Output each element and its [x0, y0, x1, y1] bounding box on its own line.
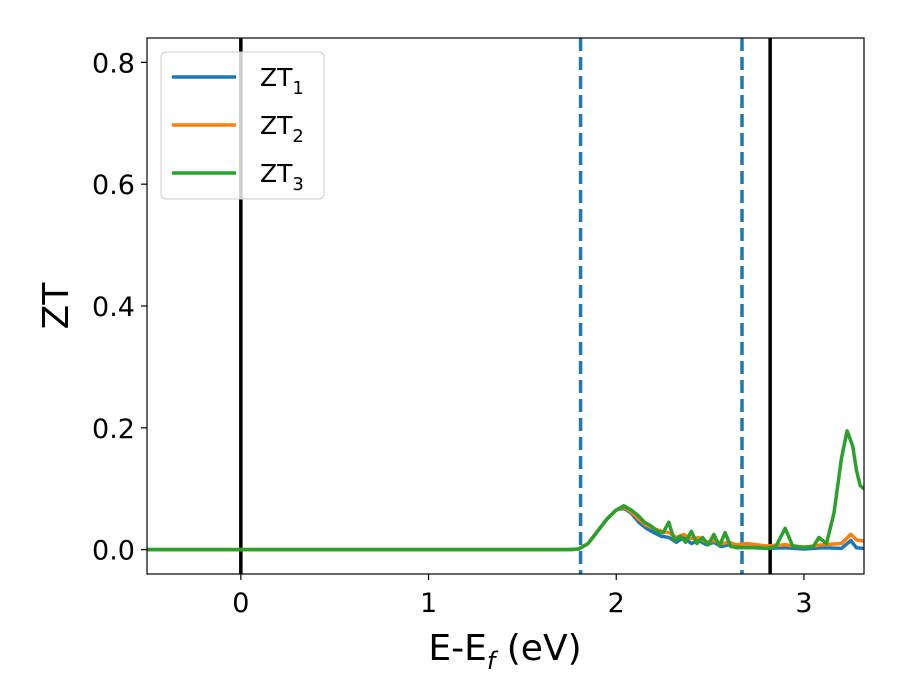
x-tick-label: 0 [232, 588, 249, 619]
series-line-zt3 [147, 429, 864, 552]
legend: ZT1 ZT2 ZT3 [160, 51, 325, 200]
x-axis-label-unit: (eV) [495, 628, 581, 669]
legend-label: ZT3 [260, 159, 304, 195]
y-tick-label: 0.8 [92, 48, 135, 79]
y-axis-label: ZT [36, 282, 77, 330]
legend-box [160, 51, 325, 200]
y-axis-ticks: 0.0 0.2 0.4 0.6 0.8 [92, 48, 147, 567]
y-tick-label: 0.0 [92, 536, 135, 567]
x-axis-label-main: E-E [428, 628, 486, 669]
x-axis-label: E-Ef (eV) [428, 628, 581, 675]
x-tick-label: 2 [608, 588, 625, 619]
y-tick-label: 0.6 [92, 170, 135, 201]
x-axis-ticks: 0 1 2 3 [232, 574, 813, 619]
legend-label: ZT1 [260, 63, 304, 99]
legend-label: ZT2 [260, 111, 304, 147]
x-tick-label: 1 [420, 588, 437, 619]
y-tick-label: 0.4 [92, 292, 135, 323]
x-tick-label: 3 [795, 588, 812, 619]
series-lines [147, 429, 864, 552]
y-tick-label: 0.2 [92, 414, 135, 445]
